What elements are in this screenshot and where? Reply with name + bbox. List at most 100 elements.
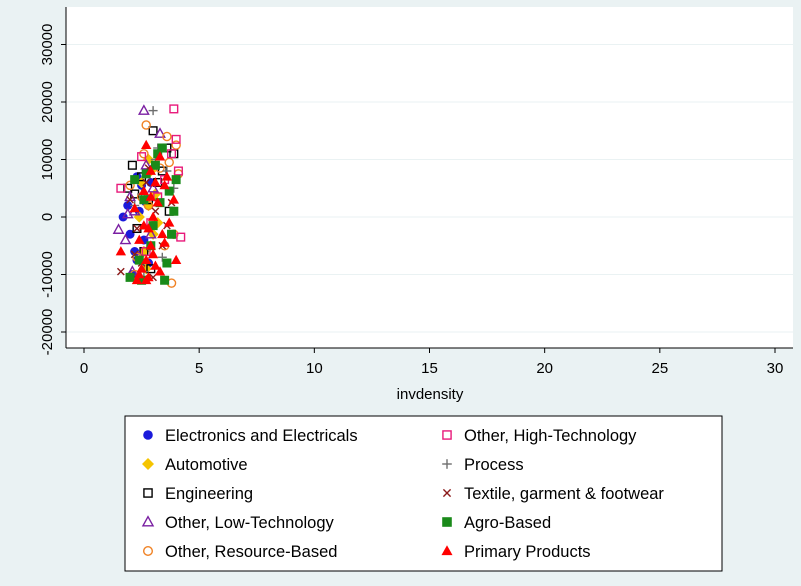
data-point bbox=[161, 171, 173, 181]
legend-marker bbox=[142, 458, 154, 470]
data-point bbox=[171, 134, 181, 144]
data-point bbox=[141, 274, 152, 285]
legend-label: Process bbox=[464, 456, 524, 474]
x-tick-label: 25 bbox=[651, 360, 668, 377]
data-point bbox=[145, 240, 156, 250]
data-point bbox=[167, 229, 177, 239]
data-point bbox=[121, 207, 134, 219]
x-tick-label: 0 bbox=[80, 360, 88, 377]
data-point bbox=[143, 200, 154, 211]
data-point bbox=[137, 275, 147, 285]
data-point bbox=[141, 139, 152, 149]
data-point bbox=[145, 191, 156, 201]
data-point bbox=[169, 104, 179, 114]
legend-marker bbox=[143, 488, 153, 498]
data-point bbox=[123, 183, 133, 193]
data-point bbox=[141, 254, 152, 264]
data-point bbox=[126, 195, 134, 204]
data-point bbox=[176, 232, 186, 242]
legend-marker bbox=[141, 515, 155, 527]
data-point bbox=[134, 269, 145, 279]
data-point bbox=[154, 266, 166, 276]
data-point bbox=[147, 248, 159, 259]
series-9 bbox=[115, 139, 182, 285]
legend-box bbox=[124, 415, 723, 572]
y-tick-label: 10000 bbox=[39, 139, 56, 181]
data-point bbox=[144, 227, 157, 239]
data-point bbox=[125, 272, 135, 282]
data-point bbox=[133, 224, 141, 233]
data-point bbox=[148, 221, 158, 231]
data-point bbox=[125, 180, 135, 191]
data-point bbox=[162, 258, 172, 268]
data-point bbox=[150, 260, 161, 270]
data-point bbox=[173, 166, 183, 176]
legend-marker bbox=[143, 430, 153, 440]
legend-label: Agro-Based bbox=[464, 514, 551, 532]
x-axis-title: invdensity bbox=[397, 386, 464, 403]
data-point bbox=[171, 140, 181, 150]
legend-marker bbox=[442, 459, 452, 469]
data-point bbox=[154, 127, 166, 138]
legend-label: Other, High-Technology bbox=[464, 427, 637, 445]
data-point bbox=[164, 186, 174, 196]
y-tick-label: 30000 bbox=[39, 24, 56, 66]
data-point bbox=[116, 183, 126, 193]
legend-marker bbox=[442, 488, 452, 498]
data-point bbox=[134, 255, 144, 265]
y-axis-ticks: -20000 -10000 0 10000 20000 30000 bbox=[39, 24, 66, 356]
legend-marker bbox=[441, 545, 453, 556]
data-point bbox=[138, 185, 150, 195]
data-point bbox=[116, 267, 125, 276]
legend-label: Engineering bbox=[165, 485, 253, 503]
legend-label: Primary Products bbox=[464, 543, 591, 561]
legend-label: Automotive bbox=[165, 456, 248, 474]
data-point bbox=[139, 195, 149, 205]
y-tick-label: -20000 bbox=[39, 309, 56, 356]
x-axis-ticks: 0 5 10 15 20 25 30 bbox=[80, 348, 784, 377]
data-point bbox=[169, 206, 179, 216]
data-point bbox=[157, 252, 167, 262]
data-point bbox=[164, 157, 174, 168]
legend-label: Electronics and Electricals bbox=[165, 427, 358, 445]
x-tick-label: 30 bbox=[767, 360, 784, 377]
y-tick-label: -10000 bbox=[39, 251, 56, 298]
data-point bbox=[153, 149, 163, 159]
data-point bbox=[157, 143, 167, 153]
data-point bbox=[129, 202, 140, 213]
data-point bbox=[123, 201, 133, 210]
data-point bbox=[168, 194, 180, 204]
data-point bbox=[112, 223, 125, 234]
data-point bbox=[125, 229, 135, 239]
legend-label: Other, Low-Technology bbox=[165, 514, 335, 532]
data-point bbox=[147, 211, 159, 221]
data-point bbox=[167, 149, 177, 159]
data-point bbox=[140, 158, 153, 170]
data-point bbox=[141, 120, 151, 130]
data-point bbox=[127, 160, 137, 170]
data-point bbox=[119, 233, 132, 245]
data-point bbox=[145, 165, 156, 175]
legend-marker bbox=[442, 517, 452, 527]
data-point bbox=[143, 223, 154, 233]
data-point bbox=[142, 178, 151, 187]
data-point bbox=[171, 175, 181, 185]
x-tick-label: 10 bbox=[306, 360, 323, 377]
data-point bbox=[157, 228, 168, 239]
y-tick-label: 20000 bbox=[39, 81, 56, 123]
x-tick-label: 15 bbox=[421, 360, 438, 377]
data-point bbox=[138, 220, 150, 230]
data-point bbox=[147, 181, 160, 193]
legend-label: Other, Resource-Based bbox=[165, 543, 337, 561]
data-point bbox=[137, 104, 150, 115]
data-point bbox=[131, 274, 143, 285]
y-tick-label: 0 bbox=[39, 213, 56, 221]
data-point bbox=[150, 160, 160, 170]
data-point bbox=[148, 126, 158, 136]
data-point bbox=[164, 217, 175, 227]
data-point bbox=[115, 246, 127, 256]
x-tick-label: 20 bbox=[536, 360, 553, 377]
x-tick-label: 5 bbox=[195, 360, 203, 377]
legend-marker bbox=[442, 430, 452, 440]
